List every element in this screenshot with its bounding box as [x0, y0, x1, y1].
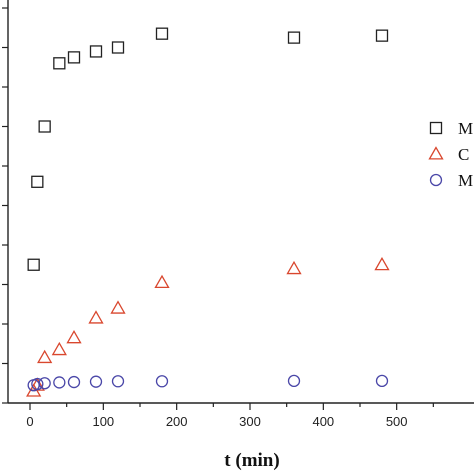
data-point-triangle	[88, 310, 104, 324]
data-point-circle	[287, 374, 301, 388]
data-point-triangle	[110, 300, 126, 314]
x-tick-label: 300	[239, 414, 261, 429]
data-point-triangle	[51, 341, 67, 356]
legend-label: C	[458, 145, 469, 164]
data-point-circle	[375, 374, 389, 388]
data-point-square	[53, 57, 66, 70]
data-point-square	[27, 258, 40, 271]
x-axis-label: t (min)	[224, 450, 279, 471]
data-point-square	[67, 51, 81, 64]
legend: MCM	[428, 119, 473, 190]
data-point-circle	[31, 377, 44, 391]
data-point-square	[111, 41, 125, 54]
data-point-square	[38, 120, 51, 133]
data-point-circle	[89, 375, 103, 388]
legend-marker-triangle	[428, 146, 444, 160]
legend-marker-square	[429, 121, 443, 135]
x-tick-label: 400	[312, 414, 334, 429]
legend-label: M	[458, 119, 473, 138]
data-point-triangle	[154, 274, 170, 289]
data-point-circle	[111, 375, 125, 388]
data-point-triangle	[286, 260, 302, 275]
data-point-square	[31, 175, 44, 188]
legend-label: M	[458, 171, 473, 190]
data-point-triangle	[37, 349, 53, 364]
data-point-circle	[67, 375, 81, 389]
x-tick-label: 500	[386, 414, 408, 429]
data-point-circle	[38, 377, 51, 390]
data-point-square	[155, 27, 169, 40]
legend-marker-circle	[429, 173, 443, 187]
data-point-circle	[53, 376, 66, 389]
data-point-circle	[155, 375, 169, 388]
axes: 0 100 200 300 400 500	[2, 0, 474, 429]
data-point-triangle	[374, 256, 390, 271]
data-point-triangle	[66, 330, 82, 344]
data-point-square	[89, 45, 103, 58]
x-tick-label: 100	[92, 414, 114, 429]
data-point-square	[375, 29, 389, 42]
data-point-square	[287, 31, 301, 44]
x-tick-label: 200	[166, 414, 188, 429]
x-tick-label: 0	[26, 414, 33, 429]
data-points	[26, 27, 390, 397]
